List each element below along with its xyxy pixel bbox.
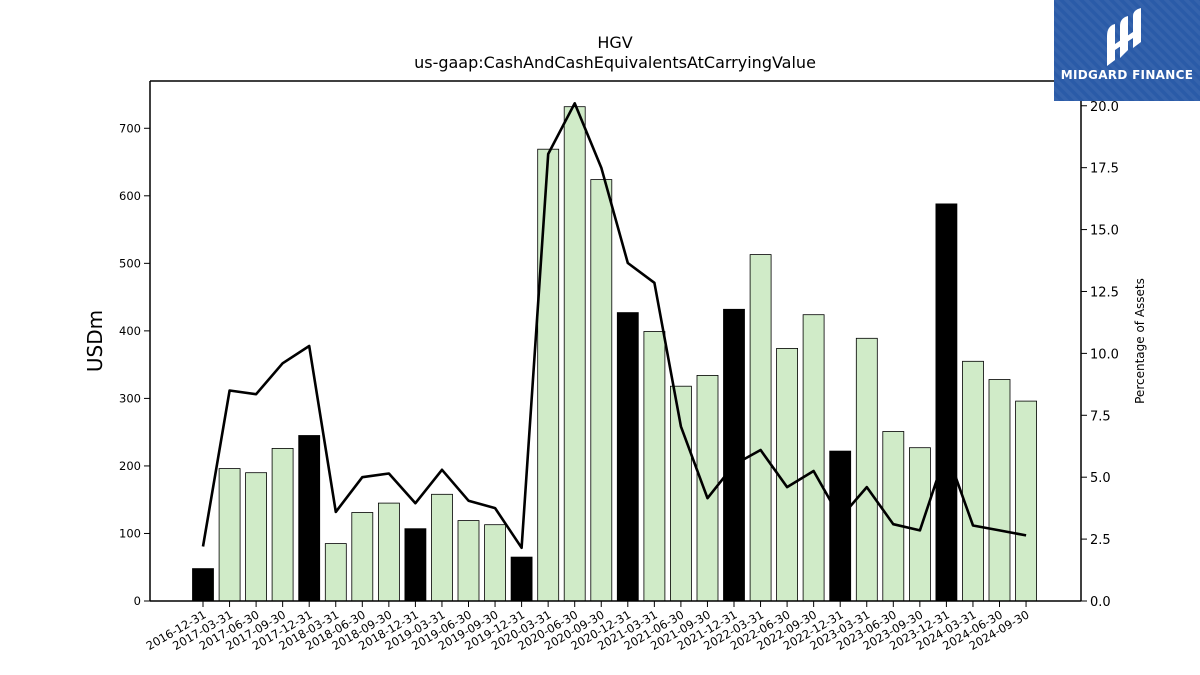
bar-2022-03-31 <box>749 254 772 602</box>
bar-2017-12-31 <box>298 435 321 602</box>
y-axis-label-right: Percentage of Assets <box>1133 278 1147 404</box>
y-tick-label-left: 400 <box>119 324 141 338</box>
y-tick-label-left: 200 <box>119 459 141 473</box>
bar-2017-06-30 <box>245 472 268 602</box>
bar-2018-09-30 <box>377 502 400 602</box>
y-tick-label-left: 100 <box>119 526 141 540</box>
y-tick-label-right: 5.0 <box>1090 471 1111 486</box>
y-tick-label-right: 7.5 <box>1090 409 1111 424</box>
y-tick-label-left: 0 <box>134 594 141 608</box>
bar-2024-09-30 <box>1015 400 1037 602</box>
y-tick-label-right: 12.5 <box>1090 285 1119 300</box>
bars-group <box>192 106 1037 602</box>
line-group <box>201 102 1027 550</box>
bar-2021-03-31 <box>643 331 666 602</box>
bar-2017-09-30 <box>271 447 294 602</box>
bar-2020-06-30 <box>563 106 586 602</box>
bar-2020-03-31 <box>537 148 560 602</box>
y-tick-label-left: 600 <box>119 189 141 203</box>
bar-2023-09-30 <box>909 447 931 602</box>
bar-2019-09-30 <box>484 524 507 602</box>
y-tick-label-left: 500 <box>119 256 141 270</box>
bar-2021-06-30 <box>670 385 692 602</box>
y-tick-label-left: 300 <box>119 391 141 405</box>
bar-2020-09-30 <box>590 179 613 602</box>
bar-2023-12-31 <box>935 203 958 602</box>
y-tick-label-right: 17.5 <box>1090 162 1119 177</box>
bar-2022-09-30 <box>802 314 825 602</box>
brand-name: MIDGARD FINANCE <box>1060 68 1194 82</box>
bar-2019-03-31 <box>431 493 453 602</box>
bar-2017-03-31 <box>218 468 241 602</box>
y-tick-label-right: 20.0 <box>1090 100 1119 115</box>
bar-2024-06-30 <box>988 379 1011 602</box>
y-axis-label-left: USDm <box>83 310 107 372</box>
bar-2020-12-31 <box>616 312 639 602</box>
chart-subtitle: us-gaap:CashAndCashEquivalentsAtCarrying… <box>414 53 816 72</box>
y-tick-label-right: 0.0 <box>1090 595 1111 610</box>
bar-2023-03-31 <box>855 337 878 602</box>
bar-2018-12-31 <box>404 528 427 602</box>
bar-2018-06-30 <box>351 512 374 602</box>
brand-logo: MIDGARD FINANCE <box>1054 0 1200 101</box>
bar-2024-03-31 <box>962 360 984 602</box>
bar-2022-12-31 <box>829 450 852 602</box>
percentage-line <box>201 102 1027 550</box>
y-tick-label-right: 15.0 <box>1090 224 1119 239</box>
logo-mark-icon <box>1107 8 1141 66</box>
bar-2023-06-30 <box>882 431 905 602</box>
bar-2018-03-31 <box>324 543 347 602</box>
bar-2019-06-30 <box>457 520 480 602</box>
bar-2016-12-31 <box>192 568 214 602</box>
chart-title: HGV <box>597 33 632 52</box>
y-tick-label-right: 10.0 <box>1090 347 1119 362</box>
y-tick-label-right: 2.5 <box>1090 533 1111 548</box>
bar-2019-12-31 <box>510 556 533 602</box>
bar-2021-12-31 <box>723 308 745 602</box>
y-tick-label-left: 700 <box>119 121 141 135</box>
